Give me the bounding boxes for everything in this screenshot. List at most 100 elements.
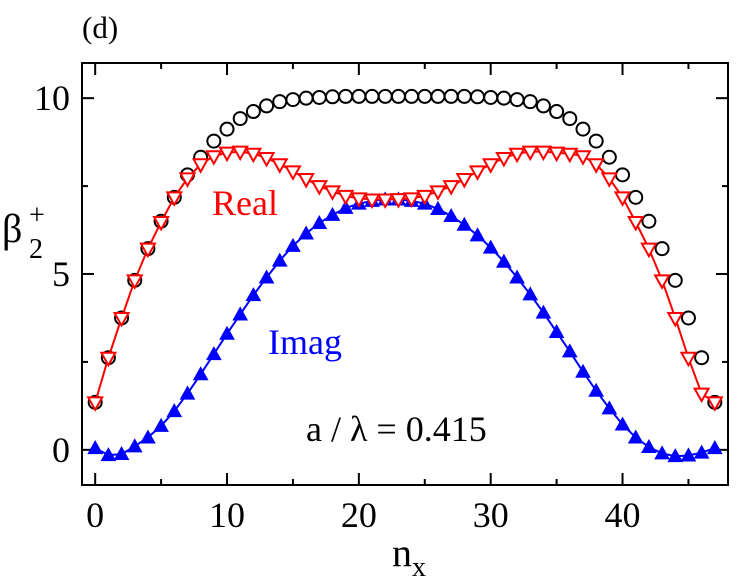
data-point-imag (271, 252, 288, 267)
data-point-real (218, 146, 236, 163)
data-point-imag (627, 429, 644, 444)
series-real (86, 145, 724, 412)
data-point-imag (667, 448, 684, 463)
x-tick-label: 30 (473, 495, 509, 535)
data-point-imag (456, 216, 473, 231)
data-point-imag (153, 417, 169, 432)
data-point-imag (298, 225, 314, 240)
data-point-imag (706, 440, 723, 455)
data-point-real (679, 351, 698, 368)
data-point-abs (549, 104, 565, 120)
y-axis-label: β +2 (2, 200, 45, 265)
x-tick-label: 0 (86, 495, 104, 535)
x-axis-label-main: n (392, 530, 412, 575)
series-abs (87, 88, 723, 410)
data-point-abs (206, 133, 222, 149)
data-point-abs (364, 88, 380, 104)
data-point-imag (496, 253, 512, 268)
data-point-real (323, 185, 342, 201)
data-point-real (666, 311, 684, 328)
data-point-imag (179, 385, 196, 400)
data-point-real (429, 185, 447, 201)
data-point-abs (470, 89, 486, 105)
data-point-imag (311, 214, 328, 230)
data-point-imag (522, 286, 539, 301)
data-point-real (86, 396, 104, 412)
data-point-imag (601, 400, 618, 415)
data-point-real (389, 193, 408, 209)
data-point-imag (588, 382, 605, 397)
data-point-real (191, 158, 210, 174)
data-point-imag (258, 269, 275, 284)
y-axis: 0 5 10 (34, 78, 728, 470)
y-tick-label: 5 (52, 254, 70, 294)
data-point-real (126, 274, 144, 290)
y-axis-label-sub: 2 (29, 234, 43, 265)
data-point-abs (654, 241, 670, 257)
data-point-imag (245, 287, 262, 302)
data-point-imag (205, 346, 222, 361)
data-point-imag (430, 200, 446, 215)
data-point-real (706, 396, 724, 412)
data-point-real (178, 172, 197, 188)
x-tick-label: 40 (605, 495, 641, 535)
data-point-real (640, 242, 658, 259)
data-point-real (508, 147, 526, 164)
data-point-abs (232, 111, 248, 127)
data-point-real (587, 158, 605, 174)
data-point-abs (272, 94, 288, 110)
data-point-abs (245, 104, 261, 120)
data-point-imag (219, 325, 235, 340)
data-point-abs (390, 88, 406, 104)
data-point-real (284, 165, 302, 181)
data-point-abs (417, 88, 433, 104)
data-point-real (416, 189, 434, 206)
data-point-imag (324, 206, 341, 221)
data-point-abs (575, 121, 591, 137)
data-point-real (692, 387, 711, 404)
data-point-abs (535, 98, 551, 114)
y-axis-label-main: β (2, 206, 22, 251)
data-point-abs (443, 88, 459, 104)
data-point-real (402, 192, 421, 208)
data-point-abs (641, 213, 657, 229)
data-point-real (165, 191, 183, 207)
data-point-abs (377, 88, 393, 104)
data-point-abs (562, 111, 578, 127)
data-point-imag (140, 429, 156, 444)
data-point-real (310, 180, 329, 196)
data-point-real (231, 145, 249, 162)
data-point-real (336, 189, 355, 206)
data-point-abs (259, 98, 275, 114)
data-point-real (112, 311, 131, 328)
data-point-abs (588, 133, 604, 149)
data-point-abs (351, 88, 367, 104)
data-point-real (547, 146, 566, 163)
data-point-abs (615, 167, 631, 183)
data-point-real (363, 193, 381, 209)
series-label-imag: Imag (268, 322, 342, 362)
data-point-imag (443, 207, 459, 222)
series-label-real: Real (212, 183, 278, 223)
data-point-imag (548, 324, 565, 339)
data-point-imag (654, 445, 670, 460)
data-point-abs (522, 94, 538, 110)
data-point-real (99, 351, 118, 368)
data-point-real (600, 172, 619, 188)
data-point-real (271, 158, 289, 174)
data-point-abs (298, 90, 314, 106)
data-point-imag (680, 447, 697, 462)
data-point-real (257, 151, 276, 168)
x-axis-label: nx (392, 530, 426, 583)
data-point-abs (628, 189, 644, 205)
data-point-imag (337, 199, 354, 214)
annotation: a / λ = 0.415 (306, 409, 487, 449)
data-point-imag (693, 444, 710, 459)
data-point-imag (166, 403, 183, 418)
data-point-imag (482, 239, 499, 254)
data-point-imag (561, 343, 578, 358)
data-point-real (297, 173, 315, 189)
x-axis: 0 10 20 30 40 (86, 63, 690, 535)
data-point-abs (404, 88, 420, 104)
